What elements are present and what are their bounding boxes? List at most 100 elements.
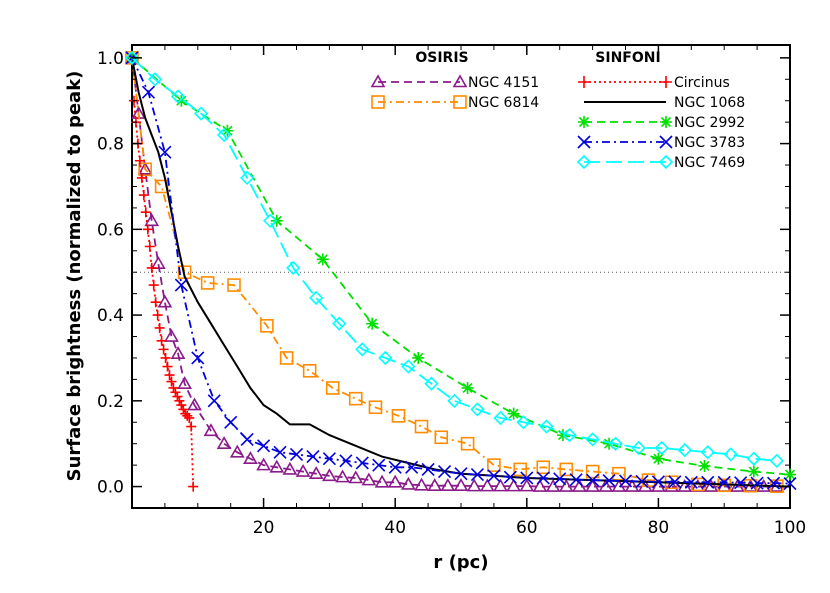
- diamond-marker: [585, 432, 600, 447]
- x-marker: [141, 85, 156, 99]
- legend-item-ngc-4151: NGC 4151: [370, 74, 539, 91]
- square-marker: [585, 464, 600, 479]
- x-marker: [388, 460, 402, 474]
- asterisk-marker: [412, 351, 425, 364]
- legend-label: NGC 1068: [674, 95, 745, 111]
- diamond-marker: [562, 427, 577, 443]
- triangle-marker: [440, 478, 456, 492]
- triangle-marker: [216, 436, 232, 449]
- x-marker: [207, 394, 221, 408]
- diamond-marker: [240, 170, 255, 186]
- plus-marker: [158, 344, 169, 355]
- square-marker: [260, 319, 274, 333]
- x-marker: [553, 472, 567, 486]
- diamond-marker: [658, 154, 674, 170]
- diamond-marker: [263, 213, 278, 228]
- square-marker: [453, 95, 467, 109]
- asterisk-marker: [784, 468, 796, 481]
- triangle-marker: [177, 376, 193, 389]
- plus-marker: [144, 241, 155, 252]
- axes: 20 40 60 80 100 0.0 0.2 0.4 0.6 0.8 1.0: [97, 45, 806, 538]
- x-marker: [372, 458, 386, 472]
- asterisk-marker: [175, 94, 188, 107]
- legend-item-ngc-3783: NGC 3783: [577, 135, 745, 151]
- triangle-marker: [269, 459, 285, 473]
- asterisk-marker: [366, 317, 379, 330]
- x-marker: [421, 462, 435, 476]
- x-marker: [684, 475, 698, 489]
- square-marker: [154, 179, 169, 194]
- plus-marker: [154, 322, 165, 333]
- diamond-marker: [631, 440, 646, 456]
- diamond-marker: [193, 106, 209, 121]
- square-marker: [460, 436, 475, 451]
- plus-marker: [152, 310, 163, 321]
- x-marker: [405, 460, 419, 474]
- diamond-marker: [539, 419, 554, 434]
- x-marker: [289, 447, 304, 461]
- square-marker: [302, 364, 317, 378]
- plus-marker: [162, 361, 173, 372]
- x-marker: [569, 473, 583, 487]
- y-tick-label: 1.0: [97, 49, 124, 69]
- triangle-marker: [374, 474, 390, 488]
- x-marker: [520, 471, 534, 485]
- triangle-marker: [414, 477, 429, 491]
- triangle-marker: [243, 451, 258, 464]
- square-marker: [200, 276, 215, 290]
- series-line: [131, 57, 791, 476]
- diamond-marker: [332, 316, 347, 331]
- diamond-marker: [493, 410, 508, 426]
- triangle-marker: [348, 470, 364, 484]
- x-axis-label: r (pc): [433, 552, 488, 573]
- square-marker: [279, 351, 294, 365]
- plus-marker: [160, 352, 171, 363]
- triangle-marker: [624, 478, 640, 492]
- square-marker: [368, 400, 383, 415]
- plus-marker: [168, 382, 179, 393]
- plus-marker: [188, 481, 199, 492]
- square-marker: [371, 95, 385, 109]
- plus-marker: [178, 404, 189, 415]
- diamond-marker: [447, 393, 462, 408]
- asterisk-marker: [698, 459, 711, 472]
- x-marker: [577, 135, 591, 149]
- series-ngc-3783: [125, 51, 797, 491]
- y-axis-label: Surface brightness (normalized to peak): [64, 71, 85, 482]
- asterisk-marker: [316, 253, 329, 266]
- diamond-marker: [355, 342, 370, 357]
- square-marker: [513, 462, 528, 477]
- x-marker: [487, 469, 501, 483]
- plus-marker: [136, 172, 147, 183]
- asterisk-marker: [747, 465, 760, 478]
- triangle-marker: [452, 74, 468, 88]
- plus-marker: [176, 400, 187, 411]
- asterisk-marker: [578, 116, 590, 128]
- series-circinus: [128, 95, 199, 492]
- x-tick-label: 80: [648, 518, 670, 538]
- triangle-marker: [229, 444, 245, 458]
- triangle-marker: [170, 346, 186, 359]
- diamond-marker: [216, 127, 232, 143]
- legend-item-ngc-1068: NGC 1068: [584, 95, 745, 111]
- triangle-marker: [558, 478, 574, 492]
- legend-label: NGC 6814: [468, 95, 539, 111]
- triangle-marker: [479, 478, 495, 492]
- diamond-marker: [700, 445, 715, 460]
- x-marker: [470, 467, 485, 482]
- series-ngc-4151: [124, 50, 785, 492]
- plus-marker: [156, 335, 167, 346]
- x-tick-label: 100: [774, 518, 806, 538]
- triangle-marker: [322, 468, 337, 482]
- diamond-marker: [516, 415, 531, 430]
- x-marker: [602, 473, 616, 488]
- x-marker: [437, 464, 452, 479]
- plus-marker: [184, 412, 195, 423]
- triangle-marker: [493, 478, 508, 492]
- diamond-marker: [746, 451, 761, 466]
- legend-label: NGC 7469: [674, 155, 745, 171]
- triangle-marker: [611, 478, 627, 492]
- triangle-marker: [506, 478, 522, 492]
- asterisk-marker: [461, 381, 474, 394]
